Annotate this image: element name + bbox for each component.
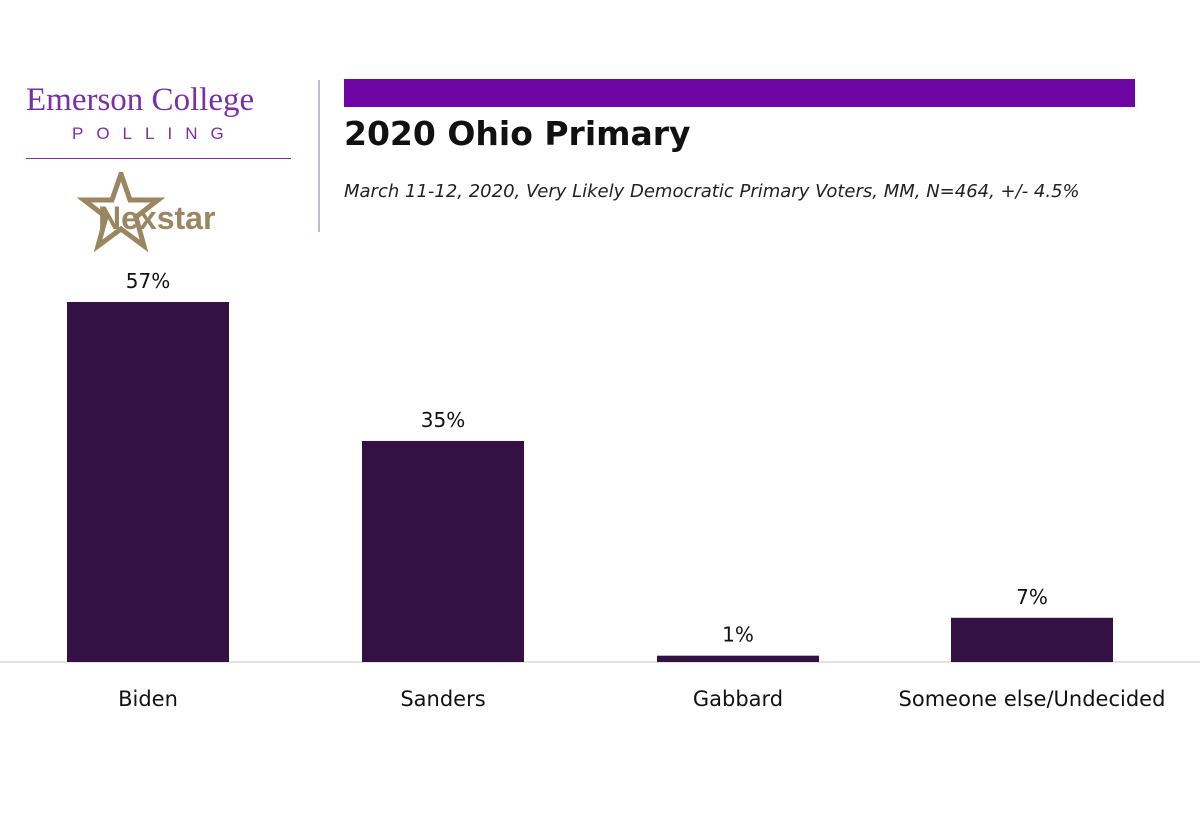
bar-chart: 57% Biden 35% Sanders 1% Gabbard 7% Someone els… — [0, 269, 1200, 711]
bar-someone-else-undecided — [951, 617, 1113, 662]
bar-value-label: 7% — [1016, 585, 1048, 609]
logo-divider — [26, 158, 291, 159]
category-label: Biden — [118, 687, 178, 711]
header-divider — [318, 80, 320, 232]
chart-subtitle: March 11-12, 2020, Very Likely Democrati… — [344, 181, 1080, 202]
star-icon — [76, 172, 166, 252]
bar-value-label: 35% — [421, 408, 465, 432]
category-label: Gabbard — [693, 687, 783, 711]
bar-value-label: 1% — [722, 623, 754, 647]
bar-biden — [67, 302, 229, 662]
bar-gabbard — [657, 655, 819, 662]
nexstar-logo-text: Nexstar — [98, 200, 216, 236]
accent-bar — [344, 79, 1135, 107]
polling-logo-text: POLLING — [72, 124, 237, 143]
chart-title: 2020 Ohio Primary — [344, 114, 691, 153]
category-label: Sanders — [400, 687, 485, 711]
bar-sanders — [362, 440, 524, 662]
category-label: Someone else/Undecided — [899, 687, 1166, 711]
emerson-college-logo-text: Emerson College — [26, 82, 255, 118]
bar-value-label: 57% — [126, 269, 170, 293]
